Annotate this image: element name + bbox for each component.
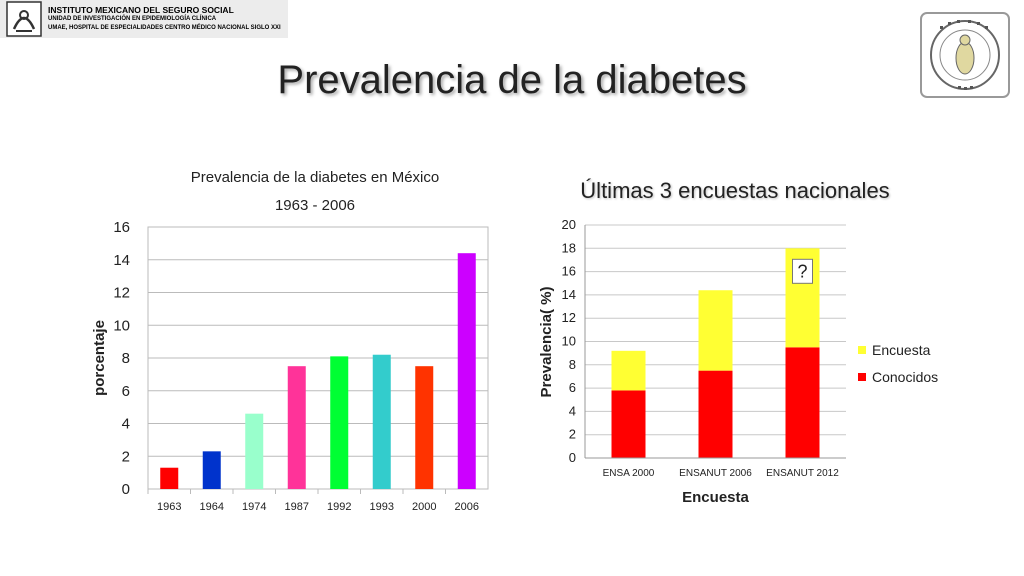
left-bar-2000 — [415, 366, 434, 489]
right-x-tick-label: ENSA 2000 — [603, 468, 655, 479]
legend-swatch-encuesta — [858, 346, 866, 354]
annotation-question-mark: ? — [797, 261, 807, 281]
left-x-tick-label: 1964 — [200, 501, 224, 513]
right-y-tick-label: 14 — [562, 287, 576, 302]
left-x-tick-label: 1963 — [157, 501, 181, 513]
left-x-tick-label: 1993 — [370, 501, 394, 513]
left-bar-1993 — [372, 354, 391, 489]
left-x-tick-label: 1992 — [327, 501, 351, 513]
right-y-tick-label: 0 — [569, 450, 576, 465]
right-y-tick-label: 2 — [569, 427, 576, 442]
left-y-tick-label: 6 — [122, 383, 130, 400]
legend-label-conocidos: Conocidos — [872, 369, 938, 385]
left-y-tick-label: 10 — [113, 317, 130, 334]
left-y-tick-label: 4 — [122, 416, 130, 433]
right-chart-title: Últimas 3 encuestas nacionales — [580, 178, 890, 203]
right-bar-encuesta-1 — [698, 290, 733, 371]
left-bar-1963 — [160, 467, 179, 489]
left-x-tick-label: 1987 — [285, 501, 309, 513]
right-y-tick-label: 16 — [562, 264, 576, 279]
imss-logo-icon — [6, 1, 42, 37]
right-y-tick-label: 4 — [569, 403, 576, 418]
right-x-axis-label: Encuesta — [682, 489, 749, 506]
left-bar-1987 — [287, 366, 306, 489]
right-bar-conocidos-0 — [611, 390, 646, 458]
banner-text: INSTITUTO MEXICANO DEL SEGURO SOCIAL UNI… — [48, 4, 281, 33]
right-y-tick-label: 20 — [562, 217, 576, 232]
legend-label-encuesta: Encuesta — [872, 342, 931, 358]
banner-line-2: UNIDAD DE INVESTIGACIÓN EN EPIDEMIOLOGÍA… — [48, 15, 217, 22]
right-bar-conocidos-1 — [698, 370, 733, 458]
header-banner: INSTITUTO MEXICANO DEL SEGURO SOCIAL UNI… — [0, 0, 288, 38]
slide-title: Prevalencia de la diabetes — [277, 58, 747, 102]
right-y-tick-label: 8 — [569, 357, 576, 372]
left-y-tick-label: 16 — [113, 219, 130, 236]
right-bar-encuesta-0 — [611, 350, 646, 391]
academy-logo-icon — [920, 12, 1010, 98]
left-x-tick-label: 1974 — [242, 501, 266, 513]
right-y-tick-label: 12 — [562, 310, 576, 325]
right-y-tick-label: 18 — [562, 240, 576, 255]
left-y-tick-label: 12 — [113, 285, 130, 302]
left-chart-subtitle: 1963 - 2006 — [274, 197, 356, 214]
left-y-tick-label: 8 — [122, 350, 130, 367]
annotation-box — [792, 258, 813, 284]
right-y-tick-label: 10 — [562, 334, 576, 349]
left-y-tick-label: 2 — [122, 448, 130, 465]
left-chart-title-block: Prevalencia de la diabetes en México 196… — [150, 164, 480, 220]
left-x-tick-label: 2006 — [455, 501, 479, 513]
right-y-axis-label: Prevalencia( %) — [538, 287, 555, 398]
left-y-tick-label: 14 — [113, 252, 130, 269]
right-x-tick-label: ENSANUT 2012 — [766, 468, 839, 479]
right-x-tick-label: ENSANUT 2006 — [679, 468, 752, 479]
banner-line-3: UMAE, HOSPITAL DE ESPECIALIDADES CENTRO … — [48, 24, 281, 31]
left-bar-1992 — [330, 356, 349, 489]
left-bar-2006 — [457, 253, 476, 489]
left-bar-1964 — [202, 451, 221, 489]
left-x-tick-label: 2000 — [412, 501, 436, 513]
left-y-axis-label: porcentaje — [91, 320, 108, 396]
left-y-tick-label: 0 — [122, 481, 130, 498]
banner-line-1: INSTITUTO MEXICANO DEL SEGURO SOCIAL — [48, 4, 234, 15]
legend-swatch-conocidos — [858, 373, 866, 381]
left-chart-title: Prevalencia de la diabetes en México — [190, 169, 440, 186]
left-bar-1974 — [245, 413, 264, 489]
right-y-tick-label: 6 — [569, 380, 576, 395]
right-bar-conocidos-2 — [785, 347, 820, 458]
